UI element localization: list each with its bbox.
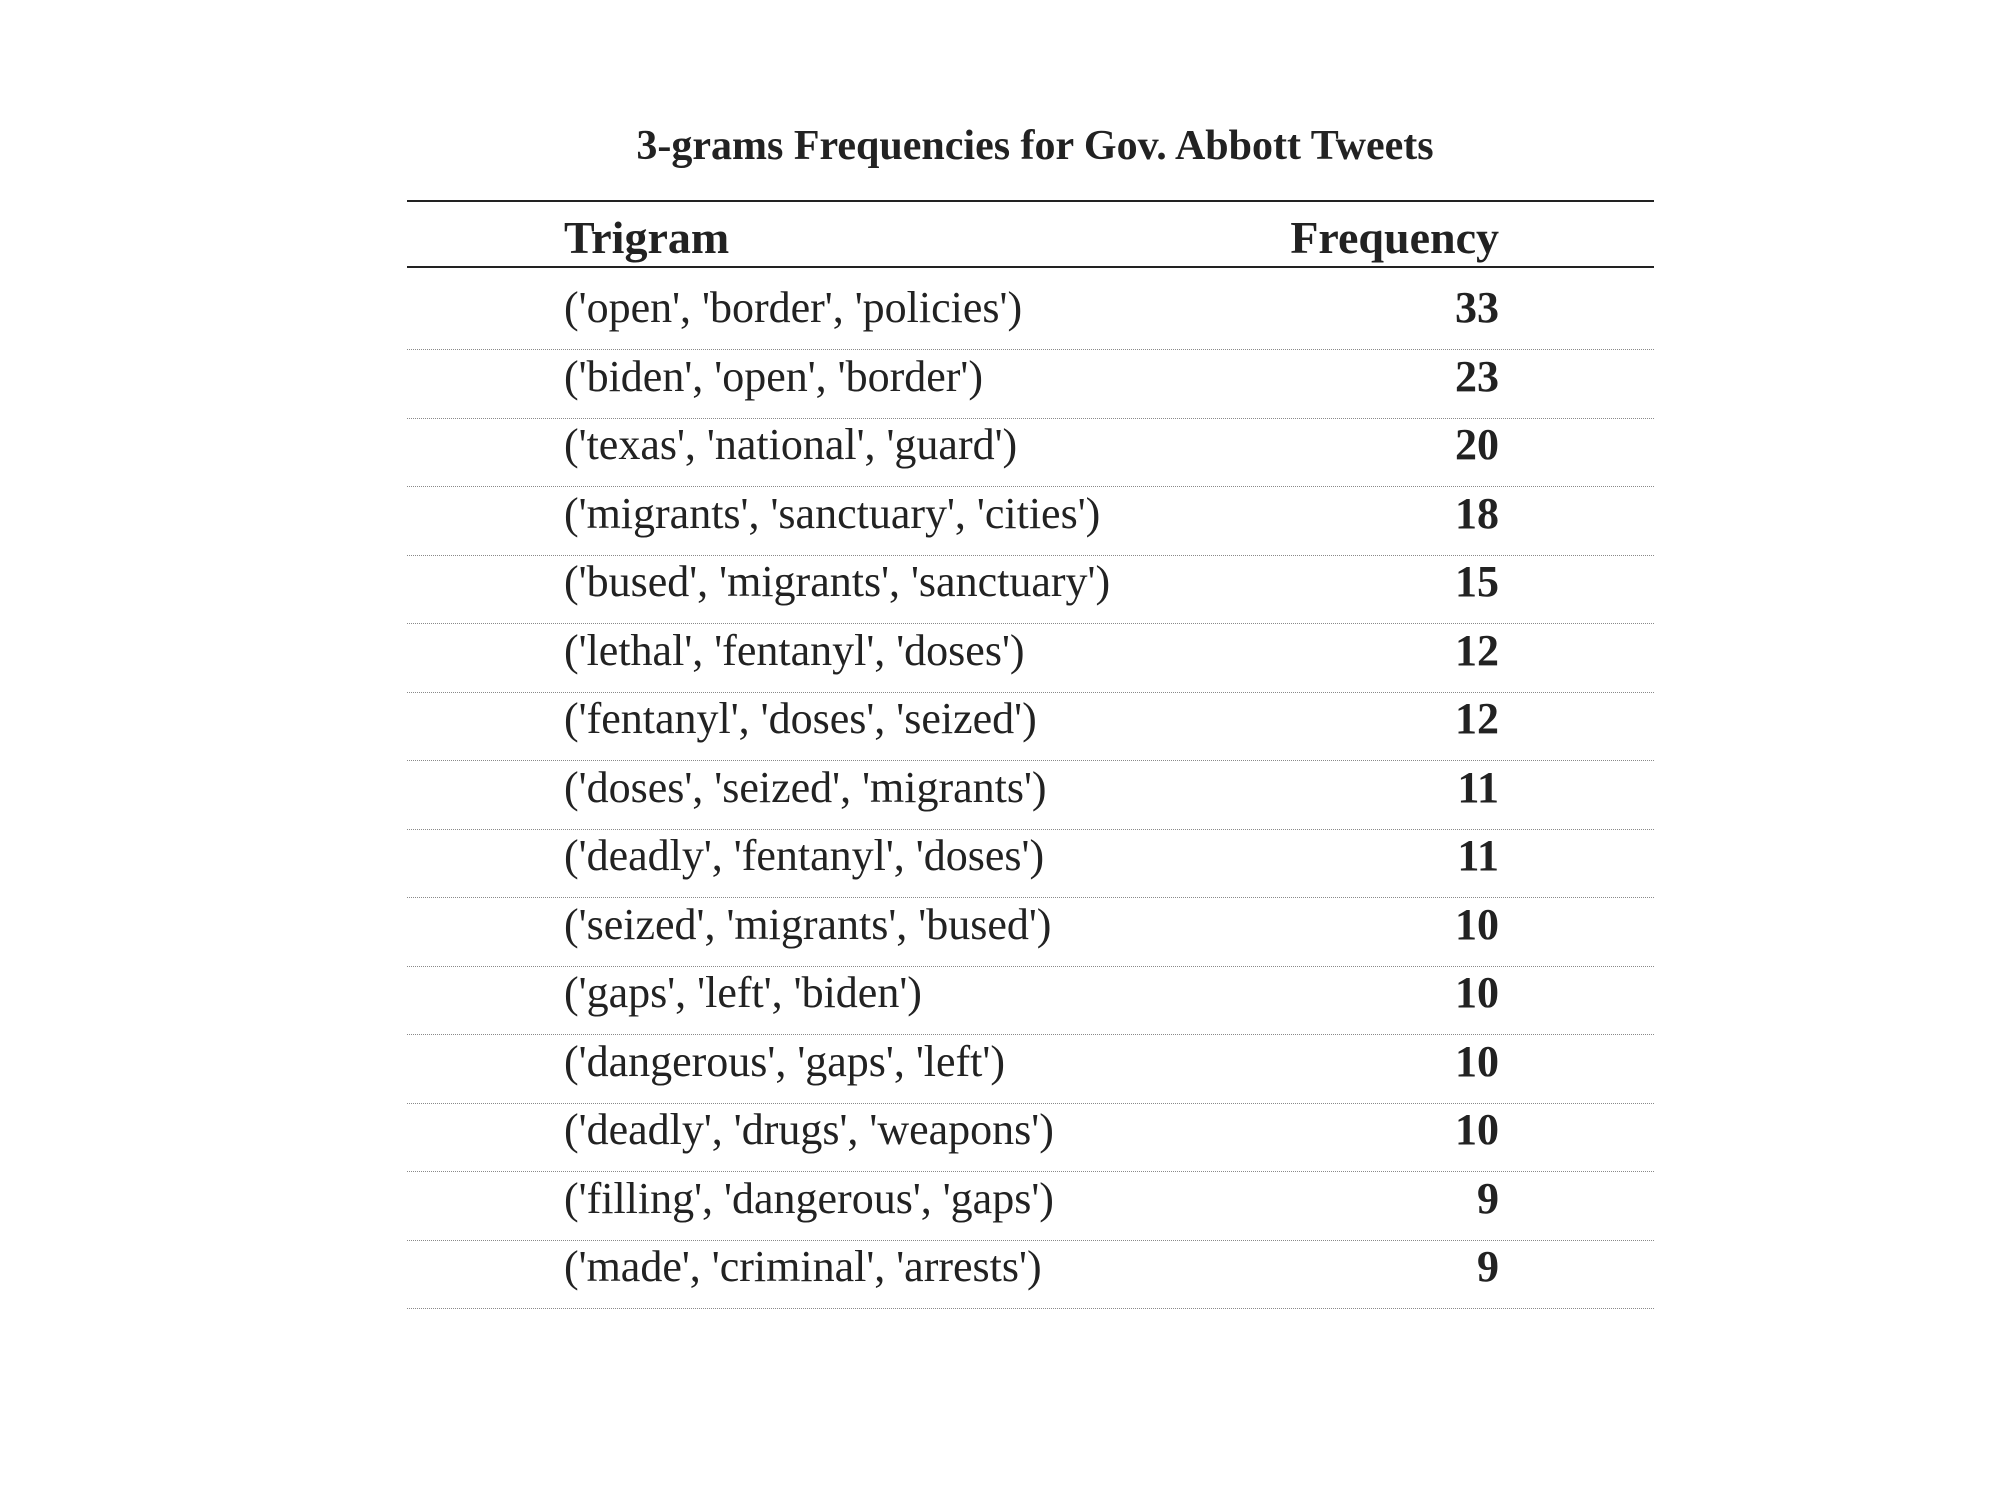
frequency-cell: 20 <box>1455 420 1499 469</box>
frequency-cell: 9 <box>1477 1242 1499 1291</box>
trigram-cell: ('made', 'criminal', 'arrests') <box>564 1242 1042 1291</box>
row-divider <box>407 554 1654 556</box>
frequency-cell: 10 <box>1455 899 1499 949</box>
row-divider <box>407 691 1654 693</box>
trigram-cell: ('gaps', 'left', 'biden') <box>564 968 922 1017</box>
trigram-cell: ('texas', 'national', 'guard') <box>564 420 1018 469</box>
trigram-cell: ('open', 'border', 'policies') <box>564 283 1023 332</box>
frequency-cell: 9 <box>1477 1173 1499 1223</box>
frequency-cell: 18 <box>1455 488 1499 538</box>
row-divider <box>407 486 1654 487</box>
column-header-frequency: Frequency <box>1290 212 1499 263</box>
table-top-rule <box>407 200 1654 202</box>
frequency-cell: 11 <box>1457 831 1499 880</box>
row-divider <box>407 760 1654 761</box>
trigram-cell: ('dangerous', 'gaps', 'left') <box>564 1036 1005 1086</box>
row-divider <box>407 1171 1654 1172</box>
row-divider <box>407 417 1654 419</box>
frequency-cell: 12 <box>1455 625 1499 675</box>
frequency-table: Trigram Frequency ('open', 'border', 'po… <box>407 200 1654 1310</box>
trigram-cell: ('deadly', 'drugs', 'weapons') <box>564 1105 1054 1154</box>
trigram-cell: ('doses', 'seized', 'migrants') <box>564 762 1047 812</box>
trigram-cell: ('fentanyl', 'doses', 'seized') <box>564 694 1037 743</box>
header-bottom-rule <box>407 266 1654 268</box>
trigram-cell: ('deadly', 'fentanyl', 'doses') <box>564 831 1045 880</box>
frequency-cell: 15 <box>1455 557 1499 606</box>
row-divider <box>407 897 1654 898</box>
column-header-trigram: Trigram <box>564 212 730 263</box>
row-divider <box>407 965 1654 967</box>
trigram-cell: ('lethal', 'fentanyl', 'doses') <box>564 625 1025 675</box>
trigram-cell: ('filling', 'dangerous', 'gaps') <box>564 1173 1054 1223</box>
frequency-cell: 11 <box>1457 762 1499 812</box>
frequency-cell: 10 <box>1455 1036 1499 1086</box>
frequency-cell: 33 <box>1455 283 1499 332</box>
trigram-cell: ('seized', 'migrants', 'bused') <box>564 899 1052 949</box>
frequency-cell: 23 <box>1455 351 1499 401</box>
table-title: 3-grams Frequencies for Gov. Abbott Twee… <box>636 123 1434 169</box>
frequency-cell: 10 <box>1455 968 1499 1017</box>
row-divider <box>407 1034 1654 1035</box>
row-divider <box>407 623 1654 624</box>
frequency-cell: 12 <box>1455 694 1499 743</box>
row-divider <box>407 1308 1654 1309</box>
trigram-cell: ('migrants', 'sanctuary', 'cities') <box>564 488 1101 538</box>
frequency-cell: 10 <box>1455 1105 1499 1154</box>
row-divider <box>407 1239 1654 1241</box>
row-divider <box>407 349 1654 350</box>
trigram-cell: ('biden', 'open', 'border') <box>564 351 983 401</box>
row-divider <box>407 828 1654 830</box>
trigram-cell: ('bused', 'migrants', 'sanctuary') <box>564 557 1111 606</box>
row-divider <box>407 1102 1654 1104</box>
